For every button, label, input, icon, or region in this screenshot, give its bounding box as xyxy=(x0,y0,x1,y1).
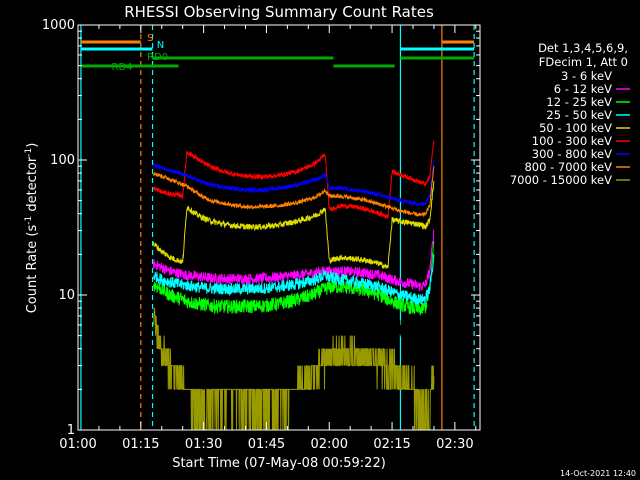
flag-label-rd0: RD0 xyxy=(147,52,168,63)
series-line-0 xyxy=(152,271,435,353)
axes: 01:00 01:15 01:30 01:45 02:00 02:15 02:30 1 10 10… xyxy=(42,18,481,452)
x-tick-label-3: 01:45 xyxy=(248,437,285,452)
series-line-5 xyxy=(152,140,435,220)
legend-label-2: 12 - 25 keV xyxy=(546,95,612,109)
legend-header-line1: Det 1,3,4,5,6,9, xyxy=(538,41,628,55)
legend-label-8: 7000 - 15000 keV xyxy=(510,173,612,187)
series-line-3 xyxy=(152,254,435,305)
legend-label-5: 100 - 300 keV xyxy=(532,134,612,148)
legend-header-line2: FDecim 1, Att 0 xyxy=(539,55,628,69)
plot-frame xyxy=(77,24,481,431)
x-tick-label-5: 02:15 xyxy=(373,437,410,452)
y-tick-label-3: 1000 xyxy=(42,18,75,33)
series-line-6 xyxy=(152,159,435,208)
y-axis-label: Count Rate (s-1 detector-1) xyxy=(24,143,40,314)
series-line-1 xyxy=(152,229,435,292)
x-tick-label-0: 01:00 xyxy=(59,437,96,452)
y-axis-label-mid: detector xyxy=(25,156,40,216)
legend-label-6: 300 - 800 keV xyxy=(532,147,612,161)
footer-date: 14-Oct-2021 12:40 xyxy=(560,469,636,478)
x-axis-label: Start Time (07-May-08 00:59:22) xyxy=(172,456,386,471)
flag-label-rd4: RD4 xyxy=(112,62,133,73)
y-axis-label-end: ) xyxy=(25,143,40,148)
x-tick-label-1: 01:15 xyxy=(122,437,159,452)
y-axis-label-main: Count Rate (s xyxy=(25,225,40,314)
flag-label-n: N xyxy=(157,40,164,51)
x-tick-label-6: 02:30 xyxy=(436,437,473,452)
legend-label-0: 3 - 6 keV xyxy=(561,69,612,83)
legend-label-7: 800 - 7000 keV xyxy=(524,160,612,174)
series-line-8 xyxy=(153,307,435,430)
flag-label-s: S xyxy=(147,33,153,44)
x-tick-label-2: 01:30 xyxy=(185,437,222,452)
chart-title: RHESSI Observing Summary Count Rates xyxy=(124,3,434,21)
series-line-7 xyxy=(152,166,435,218)
legend-label-1: 6 - 12 keV xyxy=(554,82,612,96)
y-axis-label-sup2: -1 xyxy=(24,148,34,157)
y-tick-label-0: 1 xyxy=(67,423,75,438)
legend: Det 1,3,4,5,6,9, FDecim 1, Att 0 3 - 6 k… xyxy=(510,41,630,187)
legend-label-3: 25 - 50 keV xyxy=(546,108,612,122)
y-tick-label-2: 100 xyxy=(50,153,75,168)
y-axis-label-sup1: -1 xyxy=(24,216,34,225)
series-line-4 xyxy=(152,180,435,270)
legend-label-4: 50 - 100 keV xyxy=(539,121,612,135)
y-tick-label-1: 10 xyxy=(58,288,75,303)
x-tick-label-4: 02:00 xyxy=(311,437,348,452)
